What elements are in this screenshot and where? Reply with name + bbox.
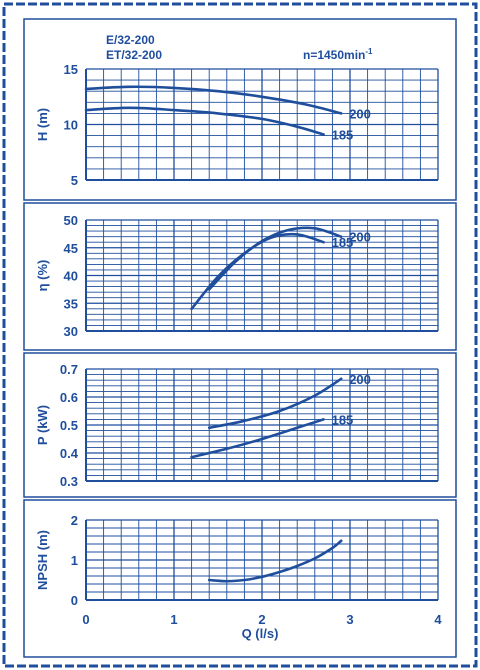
y-tick-label: 0.4 — [60, 446, 79, 461]
panel-4: 0 1 2 NPSH (m) — [23, 499, 457, 658]
speed-label: n=1450min-1 — [303, 47, 373, 62]
series-line-200 — [207, 377, 343, 430]
panel-grid — [85, 68, 439, 181]
y-tick-label: 15 — [64, 62, 78, 77]
y-tick-label: 5 — [71, 173, 78, 188]
series-label-200: 200 — [349, 230, 371, 245]
x-tick-label: 3 — [346, 612, 353, 627]
y-axis-label: P (kW) — [35, 405, 50, 445]
series-label-200: 200 — [349, 372, 371, 387]
series-line-185 — [190, 232, 325, 311]
y-axis-label: η (%) — [35, 260, 50, 292]
model-line-1: E/32-200 — [106, 33, 155, 47]
panel-1: 5 10 15 H (m) 200 185 — [23, 18, 457, 201]
panel-frame — [23, 499, 457, 658]
panel-grid — [85, 519, 439, 601]
y-tick-label: 45 — [64, 241, 78, 256]
y-tick-label: 50 — [64, 213, 78, 228]
panel-frame — [23, 202, 457, 351]
x-axis: 0 1 2 3 4 Q (l/s) — [82, 612, 442, 641]
panel-frame — [23, 18, 457, 201]
y-tick-label: 0.5 — [60, 418, 78, 433]
panel-grid — [85, 368, 439, 482]
panel-frame — [23, 352, 457, 498]
series-line-185 — [190, 418, 325, 459]
y-tick-label: 10 — [64, 118, 78, 133]
series-line-185 — [84, 106, 325, 136]
y-tick-label: 0.7 — [60, 362, 78, 377]
x-tick-label: 0 — [82, 612, 89, 627]
series-line-200 — [84, 85, 343, 115]
y-tick-label: 35 — [64, 296, 78, 311]
y-tick-label: 0.3 — [60, 474, 78, 489]
x-tick-label: 1 — [170, 612, 177, 627]
x-axis-label: Q (l/s) — [242, 626, 279, 641]
panel-grid — [85, 219, 439, 332]
series-label-185: 185 — [332, 127, 354, 142]
y-axis-label: NPSH (m) — [35, 530, 50, 590]
y-tick-label: 0.6 — [60, 390, 78, 405]
y-tick-label: 1 — [71, 553, 78, 568]
y-tick-label: 40 — [64, 269, 78, 284]
series-label-185: 185 — [332, 412, 354, 427]
x-tick-label: 2 — [258, 612, 265, 627]
panel-3: 0.3 0.4 0.5 0.6 0.7 P (kW) 200 185 — [23, 352, 457, 498]
model-line-2: ET/32-200 — [106, 48, 162, 62]
x-tick-label: 4 — [434, 612, 442, 627]
series-label-200: 200 — [349, 106, 371, 121]
y-axis-label: H (m) — [35, 108, 50, 141]
y-tick-label: 0 — [71, 593, 78, 608]
chart-header: E/32-200 ET/32-200 n=1450min-1 — [106, 33, 373, 62]
series-label-185: 185 — [332, 235, 354, 250]
y-tick-label: 2 — [71, 513, 78, 528]
series-line-npsh — [207, 539, 343, 583]
y-tick-label: 30 — [64, 324, 78, 339]
